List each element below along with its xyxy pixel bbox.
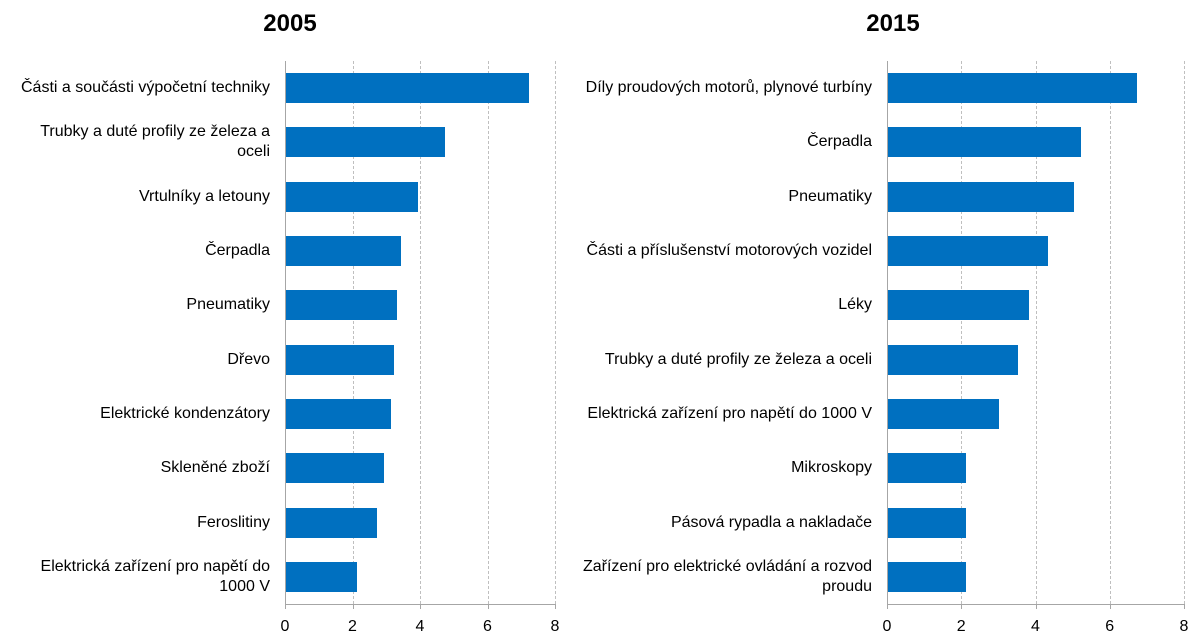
x-tick-label: 6	[1105, 618, 1115, 634]
y-tick-label: Vrtulníky a letouny	[138, 187, 270, 205]
grid-line	[352, 61, 354, 604]
y-tick-label: Elektrické kondenzátory	[100, 404, 270, 422]
tick-mark	[487, 604, 489, 609]
x-tick-label: 0	[280, 618, 290, 634]
bar	[286, 181, 418, 212]
tick-mark	[1184, 604, 1185, 609]
tick-mark	[285, 604, 286, 609]
x-tick-label: 0	[882, 618, 892, 634]
x-axis	[887, 604, 1185, 605]
x-tick-label: 8	[1179, 618, 1189, 634]
bar	[888, 236, 1048, 267]
y-tick-label: Léky	[838, 296, 872, 314]
tick-mark	[555, 604, 556, 609]
bar	[888, 561, 966, 592]
chart-title: 2015	[866, 10, 920, 37]
tick-mark	[1035, 604, 1037, 609]
y-tick-label: Trubky a duté profily ze železa a oceli	[604, 350, 872, 368]
grid-line	[555, 61, 556, 604]
y-tick-label: Zařízení pro elektrické ovládání a rozvo…	[582, 557, 872, 595]
tick-mark	[352, 604, 354, 609]
bar	[888, 453, 966, 484]
tick-mark	[420, 604, 421, 609]
bar	[286, 290, 398, 321]
x-tick-label: 2	[956, 618, 966, 634]
bar	[888, 127, 1082, 158]
y-tick-label: Části a součásti výpočetní techniky	[20, 79, 270, 97]
y-tick-label: Díly proudových motorů, plynové turbíny	[585, 79, 872, 97]
y-tick-label: Trubky a duté profily ze železa a oceli	[40, 123, 270, 161]
y-tick-label: Čerpadla	[205, 242, 270, 260]
y-tick-label: Dřevo	[227, 350, 270, 368]
tick-mark	[1109, 604, 1111, 609]
bar	[888, 73, 1137, 104]
x-tick-label: 4	[1031, 618, 1040, 634]
chart-title: 2005	[263, 10, 317, 37]
y-tick-label: Mikroskopy	[791, 459, 872, 477]
bar	[888, 344, 1018, 375]
grid-line	[420, 61, 421, 604]
y-tick-label: Pásová rypadla a nakladače	[670, 513, 872, 531]
grid-line	[1184, 61, 1185, 604]
bar	[286, 453, 384, 484]
bar	[888, 398, 1000, 429]
y-tick-label: Pneumatiky	[186, 296, 270, 314]
grid-line	[961, 61, 963, 604]
grid-line	[1109, 61, 1111, 604]
bar	[888, 290, 1030, 321]
y-tick-label: Elektrická zařízení pro napětí do 1000 V	[40, 557, 270, 595]
x-tick-label: 4	[415, 618, 425, 634]
y-tick-label: Elektrická zařízení pro napětí do 1000 V	[587, 404, 872, 422]
bar	[286, 127, 445, 158]
bar	[286, 507, 378, 538]
grid-line	[487, 61, 489, 604]
tick-mark	[961, 604, 963, 609]
bar	[888, 181, 1074, 212]
y-tick-label: Části a příslušenství motorových vozidel	[586, 242, 872, 260]
x-tick-label: 8	[550, 618, 560, 634]
bar	[286, 561, 357, 592]
y-axis	[887, 61, 888, 604]
y-tick-label: Pneumatiky	[788, 187, 872, 205]
bar	[286, 73, 529, 104]
bar	[888, 507, 966, 538]
bar	[286, 344, 394, 375]
bar	[286, 398, 391, 429]
x-tick-label: 2	[348, 618, 357, 634]
y-tick-label: Feroslitiny	[197, 513, 270, 531]
x-axis	[285, 604, 556, 605]
y-tick-label: Čerpadla	[807, 133, 872, 151]
tick-mark	[887, 604, 888, 609]
bar	[286, 236, 401, 267]
x-tick-label: 6	[483, 618, 492, 634]
y-tick-label: Skleněné zboží	[160, 459, 270, 477]
y-axis	[285, 61, 286, 604]
grid-line	[1035, 61, 1037, 604]
